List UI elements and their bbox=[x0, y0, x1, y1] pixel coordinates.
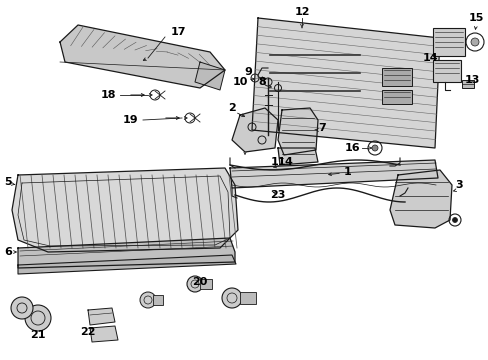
Polygon shape bbox=[229, 160, 437, 188]
Text: 19: 19 bbox=[122, 115, 138, 125]
Polygon shape bbox=[195, 62, 224, 90]
Text: 21: 21 bbox=[30, 330, 46, 340]
Bar bbox=[381, 90, 411, 104]
Circle shape bbox=[222, 288, 242, 308]
Bar bbox=[200, 279, 212, 289]
Text: 22: 22 bbox=[80, 327, 96, 337]
Text: 20: 20 bbox=[192, 277, 207, 287]
Polygon shape bbox=[231, 108, 278, 152]
Text: 3: 3 bbox=[454, 180, 462, 190]
Text: 2: 2 bbox=[228, 103, 235, 113]
Polygon shape bbox=[88, 308, 115, 325]
Circle shape bbox=[451, 217, 457, 222]
Polygon shape bbox=[18, 255, 236, 274]
Text: 5: 5 bbox=[4, 177, 12, 187]
Text: 13: 13 bbox=[464, 75, 479, 85]
Polygon shape bbox=[251, 18, 439, 148]
Polygon shape bbox=[90, 326, 118, 342]
Bar bbox=[432, 60, 460, 82]
Text: 14: 14 bbox=[421, 53, 437, 63]
Polygon shape bbox=[12, 168, 238, 252]
Text: 16: 16 bbox=[344, 143, 359, 153]
Bar bbox=[461, 80, 473, 88]
Text: 9: 9 bbox=[244, 67, 251, 77]
Bar bbox=[240, 292, 256, 304]
Polygon shape bbox=[389, 170, 451, 228]
Text: 18: 18 bbox=[100, 90, 116, 100]
Text: 7: 7 bbox=[318, 123, 325, 133]
Bar bbox=[381, 68, 411, 86]
Text: 4: 4 bbox=[284, 157, 291, 167]
Text: 1: 1 bbox=[344, 167, 351, 177]
Polygon shape bbox=[278, 148, 317, 165]
Circle shape bbox=[186, 276, 203, 292]
Text: 11: 11 bbox=[270, 157, 285, 167]
Text: 10: 10 bbox=[232, 77, 247, 87]
Bar bbox=[432, 28, 464, 56]
Text: 8: 8 bbox=[258, 77, 265, 87]
Text: 12: 12 bbox=[294, 7, 309, 17]
Bar bbox=[153, 295, 163, 305]
Circle shape bbox=[11, 297, 33, 319]
Circle shape bbox=[371, 145, 377, 151]
Circle shape bbox=[25, 305, 51, 331]
Polygon shape bbox=[18, 238, 235, 268]
Polygon shape bbox=[60, 25, 224, 88]
Polygon shape bbox=[278, 108, 317, 155]
Text: 15: 15 bbox=[468, 13, 483, 23]
Circle shape bbox=[470, 38, 478, 46]
Circle shape bbox=[140, 292, 156, 308]
Text: 23: 23 bbox=[270, 190, 285, 200]
Text: 17: 17 bbox=[170, 27, 185, 37]
Text: 6: 6 bbox=[4, 247, 12, 257]
